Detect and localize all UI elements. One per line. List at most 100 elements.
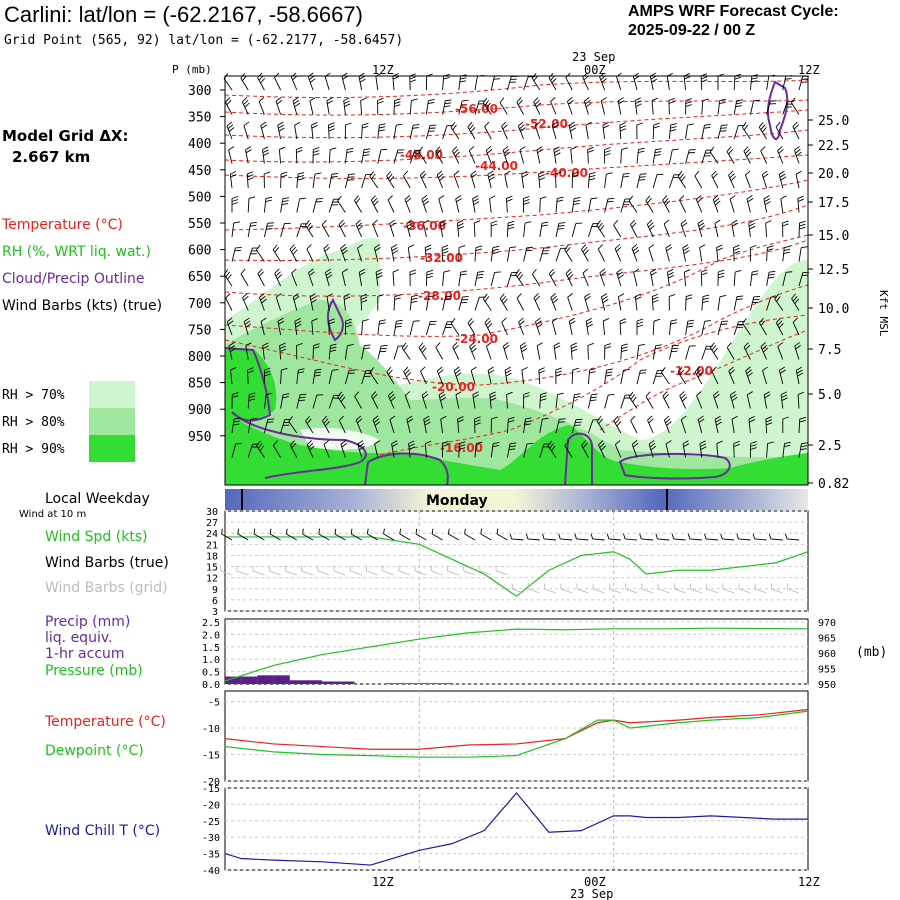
wind-barb-flag xyxy=(668,274,675,279)
wind-barb-flag xyxy=(458,245,466,248)
wind-barb xyxy=(570,146,577,164)
wind-barb-flag xyxy=(575,222,583,224)
wind-barb xyxy=(425,320,437,336)
wind-barb-flag xyxy=(776,296,781,302)
surface-wind-barb xyxy=(415,528,427,541)
wind-barb-flag xyxy=(484,121,490,127)
wind-barb-flag xyxy=(407,222,413,227)
wind-barb-flag xyxy=(800,445,808,448)
wind-barb-flag xyxy=(264,373,271,377)
wind-barb xyxy=(620,368,630,385)
wind-barb-flag xyxy=(276,99,283,105)
wind-barb-flag xyxy=(685,104,692,107)
wind-barb-staff xyxy=(539,443,545,458)
wind-barb-flag xyxy=(337,391,343,398)
wind-barb-staff xyxy=(568,321,573,336)
wind-barb-flag xyxy=(590,396,598,399)
wind-barb xyxy=(743,146,752,164)
wind-barb-staff xyxy=(470,370,476,385)
wind-barb-flag xyxy=(614,418,620,424)
wind-barb-flag xyxy=(630,394,636,400)
wind-barb-flag xyxy=(533,97,539,103)
wind-barb-flag xyxy=(293,296,300,301)
wind-barb xyxy=(340,244,348,262)
wind-barb-flag xyxy=(680,176,686,182)
wind-barb xyxy=(344,344,354,360)
wind-barb xyxy=(312,198,323,213)
wind-barb-flag xyxy=(315,368,322,371)
wind-barb xyxy=(263,418,275,434)
wind-barb xyxy=(630,219,638,238)
grid-wind-barb xyxy=(706,583,719,594)
wind-barb-flag xyxy=(363,151,370,154)
wind-barb xyxy=(404,391,411,409)
wind-barb-flag xyxy=(782,220,789,224)
wind-barb xyxy=(487,366,495,385)
wind-barb-flag xyxy=(256,440,261,447)
wind-barb-flag xyxy=(797,391,805,395)
wind-barb-flag xyxy=(493,442,500,445)
wind-barb-flag xyxy=(337,195,342,202)
surface-wind-barb xyxy=(639,533,654,541)
wind-barb xyxy=(280,197,290,213)
surface-wind-barb-flag xyxy=(687,533,691,540)
wind-barb-staff xyxy=(726,151,735,164)
wind-barb-staff xyxy=(668,125,672,140)
wind-barb xyxy=(421,391,429,409)
wind-barb-staff xyxy=(713,395,719,409)
wind-barb-staff xyxy=(258,297,265,311)
surface-wind-barb xyxy=(785,533,800,541)
wind-barb-staff xyxy=(531,273,541,287)
wind-barb xyxy=(247,417,258,434)
wind-barb xyxy=(473,220,481,238)
wind-barb-staff xyxy=(245,149,249,164)
wind-barb-staff xyxy=(470,174,476,189)
wind-barb-staff xyxy=(714,419,719,434)
wind-barb xyxy=(393,98,401,115)
wind-barb-flag xyxy=(515,269,520,275)
wind-barb xyxy=(714,219,721,238)
wind-barb xyxy=(489,391,497,409)
grid-wind-barb-staff xyxy=(641,588,654,594)
grid-wind-barb xyxy=(511,583,524,594)
wind-barb-flag xyxy=(570,146,577,150)
wind-barb xyxy=(482,97,492,115)
wind-barb-flag xyxy=(733,443,740,447)
wind-barb xyxy=(631,244,640,262)
wind-barb-flag xyxy=(435,342,441,348)
wind-barb xyxy=(765,416,773,434)
wind-barb-flag xyxy=(395,322,403,325)
wind-barb-flag xyxy=(784,245,791,249)
wind-barb-staff xyxy=(337,200,346,213)
wind-barb xyxy=(343,97,351,115)
wind-barb-staff xyxy=(341,272,346,287)
wind-barb-staff xyxy=(272,249,281,262)
wind-barb xyxy=(777,146,784,164)
wind-barb xyxy=(369,367,379,385)
wind-barb-staff xyxy=(453,174,460,189)
wind-barb-staff xyxy=(231,247,236,262)
precip-bar xyxy=(322,681,339,684)
wind-barb xyxy=(260,317,267,336)
wind-barb-flag xyxy=(553,342,560,347)
wind-barb-staff xyxy=(312,394,318,409)
wind-barb-flag xyxy=(411,294,418,298)
wind-barb-flag xyxy=(507,226,515,230)
wind-barb-flag xyxy=(596,220,601,226)
wind-barb xyxy=(258,293,267,311)
wind-barb-flag xyxy=(699,244,706,249)
wind-barb-flag xyxy=(225,97,231,103)
wind-barb xyxy=(308,268,315,287)
wind-barb-staff xyxy=(761,174,768,189)
wind-barb xyxy=(373,244,381,262)
wind-barb-flag xyxy=(784,444,791,448)
wind-barb xyxy=(521,170,528,189)
wind-barb-flag xyxy=(631,440,638,445)
wind-barb xyxy=(726,342,735,360)
wind-barb xyxy=(390,244,399,262)
wind-barb-flag xyxy=(721,124,728,126)
wind-barb-flag xyxy=(420,366,426,372)
wind-barb-flag xyxy=(598,418,603,425)
wind-barb xyxy=(279,342,287,360)
surface-wind-barb-staff xyxy=(738,538,751,541)
